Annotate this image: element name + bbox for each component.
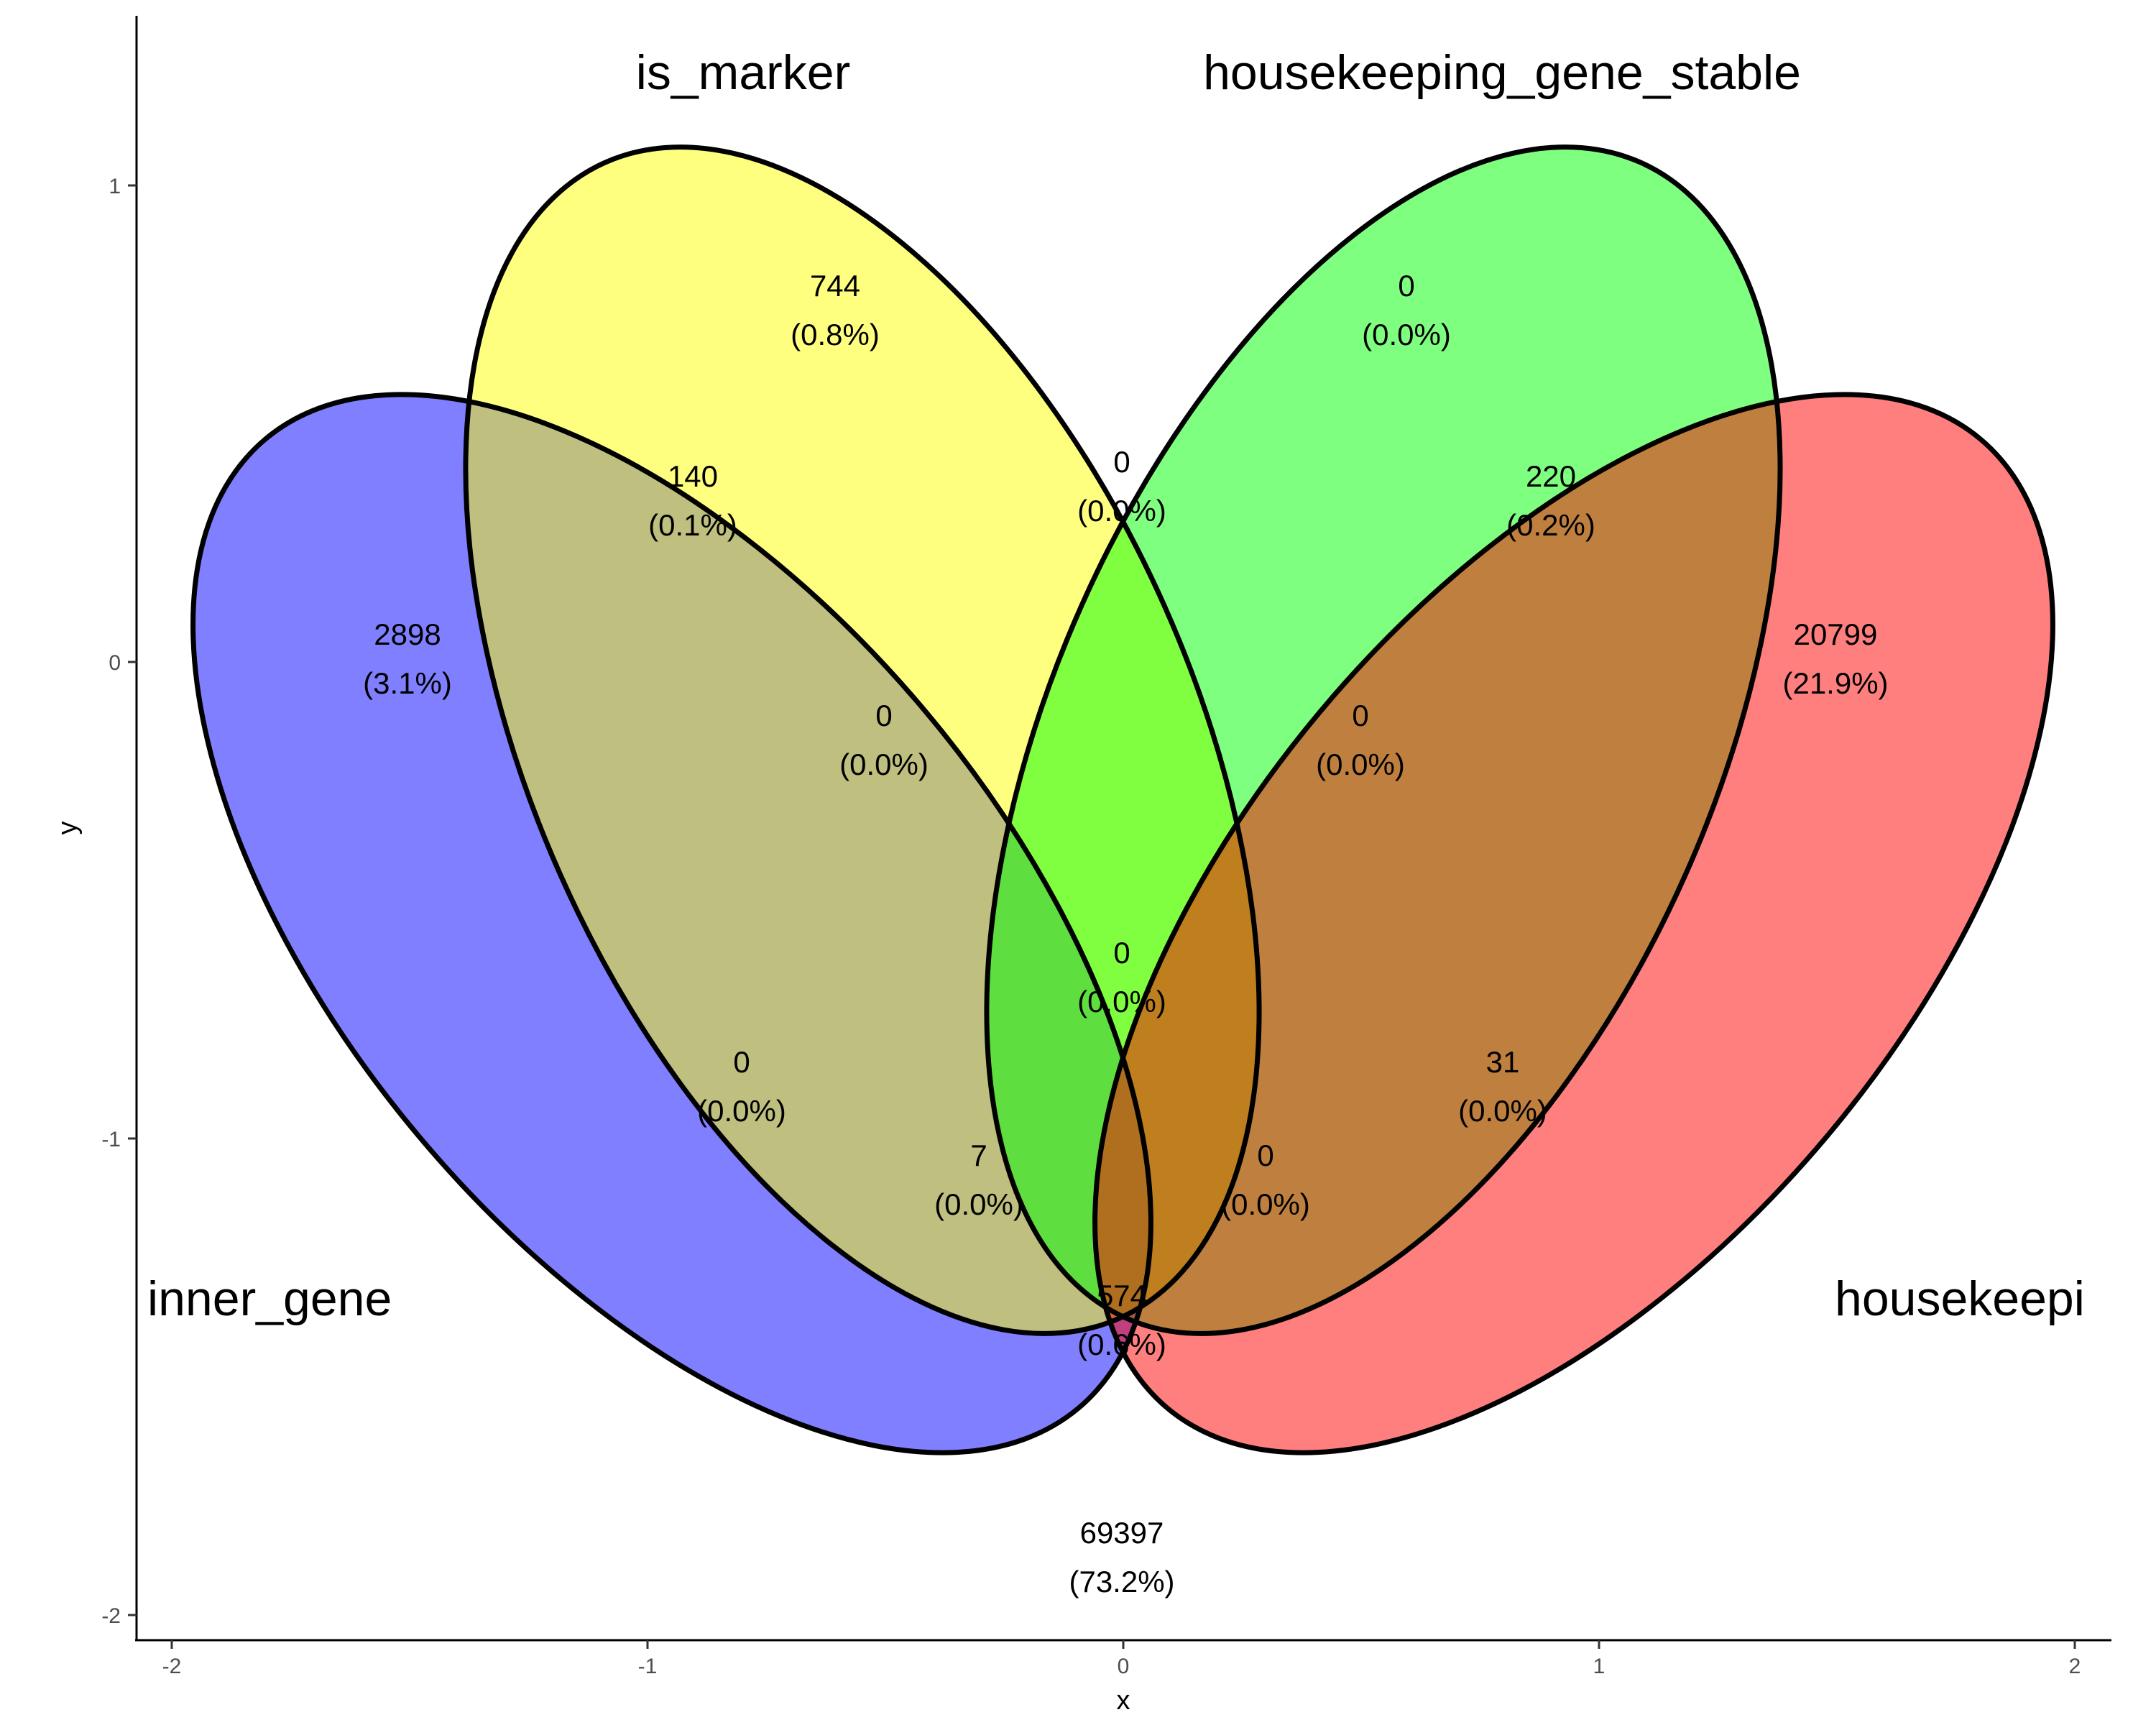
- region-A: 2898 (3.1%): [363, 617, 452, 700]
- region-CD: 220 (0.2%): [1506, 459, 1595, 542]
- region-percent: (0.0%): [839, 748, 929, 781]
- region-ABCD: 0 (0.0%): [1077, 936, 1166, 1018]
- region-BC: 0 (0.0%): [1077, 445, 1166, 528]
- region-BD: 31 (0.0%): [1458, 1045, 1547, 1128]
- region-AB: 140 (0.1%): [648, 459, 737, 542]
- region-count: 7: [970, 1138, 987, 1172]
- region-count: 0: [733, 1045, 750, 1079]
- y-tick-label: -2: [101, 1604, 121, 1628]
- set-fills: [193, 147, 2053, 1453]
- region-AD: 574 (0.6%): [1077, 1279, 1166, 1361]
- region-count: 574: [1097, 1279, 1147, 1312]
- region-percent: (0.0%): [1077, 985, 1166, 1018]
- x-tick-label: 1: [1593, 1655, 1606, 1678]
- y-tick-label: -1: [101, 1128, 121, 1151]
- region-ACD: 7 (0.0%): [934, 1138, 1023, 1221]
- region-percent: (0.1%): [648, 508, 737, 542]
- region-count: 140: [668, 459, 718, 493]
- region-count: 0: [1352, 699, 1368, 732]
- region-BCD: 0 (0.0%): [1316, 699, 1405, 781]
- set-label-A: inner_gene: [147, 1271, 392, 1326]
- region-percent: (73.2%): [1069, 1565, 1174, 1598]
- region-ABD: 0 (0.0%): [1221, 1138, 1310, 1221]
- x-tick-label: 0: [1118, 1655, 1130, 1678]
- set-outlines: [190, 144, 2055, 1455]
- set-C-outline: [984, 144, 1783, 1336]
- region-percent: (0.0%): [1221, 1187, 1310, 1221]
- x-axis-title: x: [1117, 1685, 1130, 1716]
- y-tick-label: 1: [109, 175, 121, 198]
- axes: -2 -1 0 1 2 1 0 -1 -2 x y: [52, 16, 2111, 1716]
- region-none: 69397 (73.2%): [1069, 1516, 1174, 1598]
- region-count: 744: [810, 269, 860, 303]
- region-percent: (3.1%): [363, 666, 452, 700]
- region-count: 69397: [1080, 1516, 1164, 1550]
- set-B-outline: [463, 144, 1262, 1336]
- x-ticks: -2 -1 0 1 2: [162, 1640, 2081, 1678]
- region-count: 0: [1398, 269, 1414, 303]
- region-percent: (0.2%): [1506, 508, 1595, 542]
- region-percent: (0.0%): [1077, 494, 1166, 528]
- region-percent: (21.9%): [1782, 666, 1888, 700]
- region-C: 0 (0.0%): [1362, 269, 1451, 351]
- region-percent: (0.6%): [1077, 1328, 1166, 1361]
- set-D-outline: [1092, 392, 2055, 1455]
- set-A-outline: [190, 392, 1153, 1455]
- region-AC: 0 (0.0%): [697, 1045, 786, 1128]
- region-count: 0: [875, 699, 892, 732]
- region-percent: (0.0%): [934, 1187, 1023, 1221]
- y-axis-title: y: [52, 822, 83, 835]
- region-percent: (0.0%): [697, 1094, 786, 1128]
- x-tick-label: -1: [638, 1655, 658, 1678]
- y-ticks: 1 0 -1 -2: [101, 175, 137, 1628]
- region-percent: (0.0%): [1362, 318, 1451, 351]
- plot-area: inner_gene is_marker housekeeping_gene_sta…: [147, 45, 2085, 1598]
- region-count: 31: [1486, 1045, 1520, 1079]
- set-D-fill: [1095, 394, 2053, 1453]
- region-count: 220: [1526, 459, 1576, 493]
- region-count: 0: [1113, 936, 1130, 970]
- set-labels: inner_gene is_marker housekeeping_gene_sta…: [147, 45, 2085, 1326]
- region-count: 0: [1113, 445, 1130, 479]
- region-count: 0: [1257, 1138, 1273, 1172]
- region-ABC: 0 (0.0%): [839, 699, 929, 781]
- set-label-D: housekeepi: [1835, 1271, 2085, 1326]
- set-label-B: is_marker: [636, 45, 851, 100]
- x-tick-label: -2: [162, 1655, 182, 1678]
- region-B: 744 (0.8%): [791, 269, 880, 351]
- region-count: 20799: [1794, 617, 1878, 651]
- region-labels: 2898 (3.1%) 744 (0.8%) 0 (0.0%) 20799 (21.9%) 14…: [363, 269, 1888, 1598]
- region-percent: (0.0%): [1316, 748, 1405, 781]
- y-tick-label: 0: [109, 651, 121, 675]
- x-tick-label: 2: [2069, 1655, 2081, 1678]
- region-percent: (0.0%): [1458, 1094, 1547, 1128]
- region-count: 2898: [374, 617, 441, 651]
- set-label-C: housekeeping_gene_stable: [1203, 45, 1801, 100]
- region-D: 20799 (21.9%): [1782, 617, 1888, 700]
- region-percent: (0.8%): [791, 318, 880, 351]
